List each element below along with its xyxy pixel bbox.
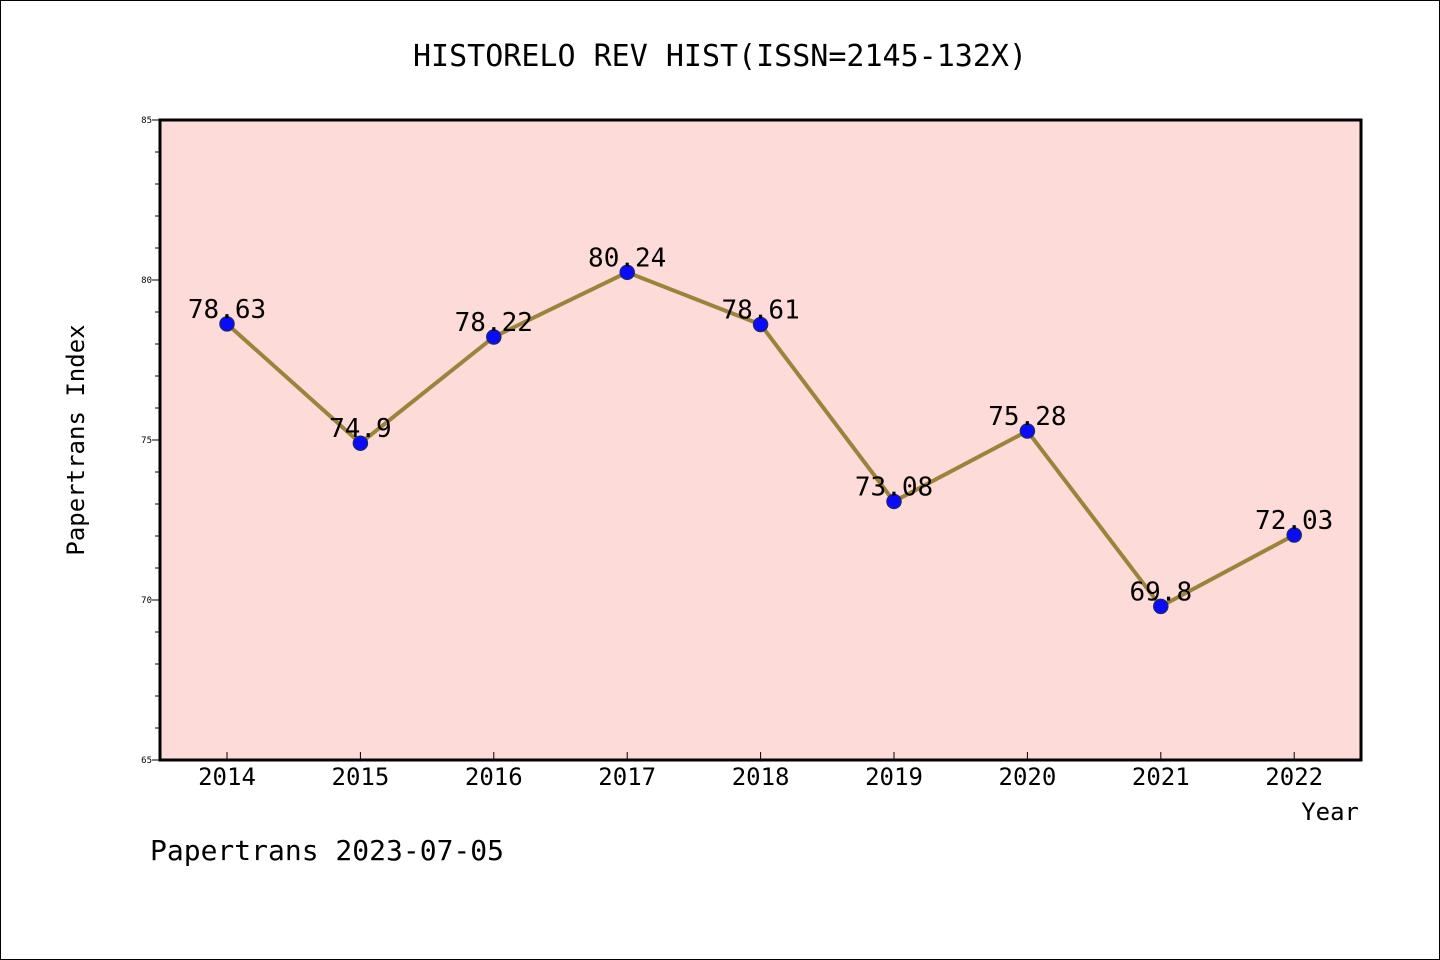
data-point [886, 493, 902, 510]
plot-border [158, 118, 1363, 762]
data-point [752, 316, 769, 333]
data-label: 75.28 [988, 402, 1066, 432]
data-label: 78.63 [188, 295, 266, 325]
x-axis-label: Year [1301, 798, 1359, 826]
x-tick-label: 2021 [1132, 763, 1190, 791]
x-tick-label: 2019 [865, 763, 923, 791]
data-label: 78.22 [455, 308, 533, 338]
x-tick-label: 2020 [999, 763, 1057, 791]
data-label: 78.61 [721, 295, 799, 325]
data-point [486, 329, 502, 345]
y-tick-label: 80 [141, 276, 152, 286]
data-point [1019, 423, 1036, 439]
data-point [1153, 598, 1169, 615]
data-label: 74.9 [329, 414, 392, 444]
data-label: 69.8 [1129, 577, 1192, 607]
data-label: 80.24 [588, 243, 666, 273]
data-point [352, 435, 369, 451]
x-tick-label: 2016 [465, 763, 523, 791]
y-tick-label: 70 [141, 596, 152, 606]
data-label: 72.03 [1255, 506, 1333, 536]
x-tick-label: 2022 [1265, 763, 1323, 791]
x-tick-label: 2018 [732, 763, 790, 791]
x-tick-label: 2015 [332, 763, 390, 791]
data-point [219, 316, 235, 332]
data-point [619, 264, 635, 281]
data-point [1286, 527, 1302, 543]
footer-note: Papertrans 2023-07-05 [150, 834, 505, 867]
y-tick-label: 85 [141, 116, 152, 126]
y-tick-label: 75 [141, 436, 152, 446]
y-tick-label: 65 [141, 756, 152, 766]
chart-title: HISTORELO REV HIST(ISSN=2145-132X) [413, 39, 1027, 74]
x-tick-label: 2017 [598, 763, 656, 791]
data-label: 73.08 [855, 472, 933, 502]
y-axis-label: Papertrans Index [62, 324, 90, 555]
x-tick-label: 2014 [198, 763, 256, 791]
